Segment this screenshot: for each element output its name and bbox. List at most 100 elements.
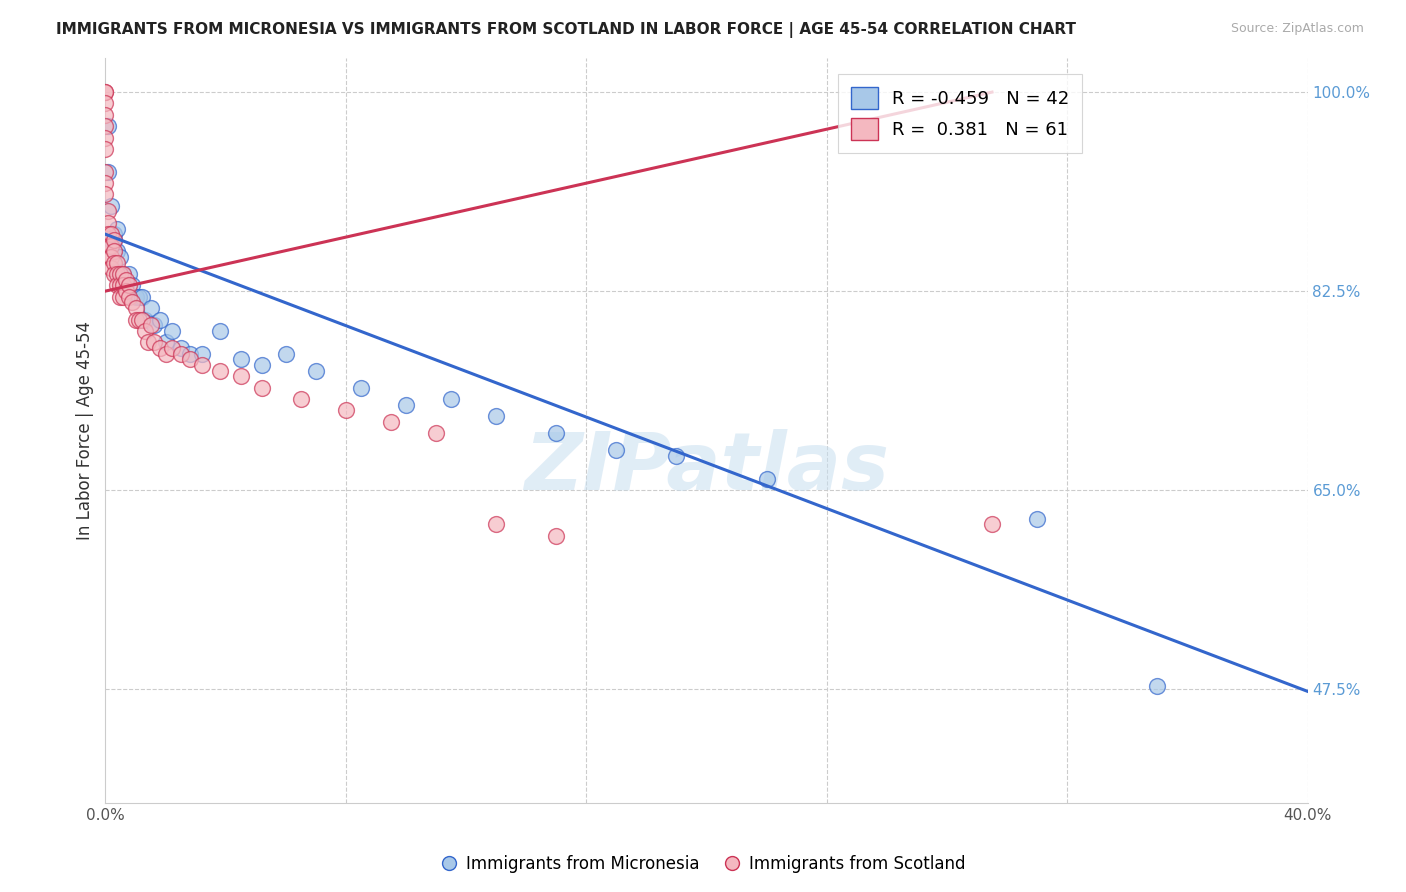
Point [115, 284, 138, 298]
Point [128, 290, 150, 304]
Point [155, 335, 177, 350]
Point [94, 187, 117, 202]
Point [250, 358, 273, 372]
Point [136, 335, 159, 350]
Point [169, 346, 191, 360]
Point [139, 318, 162, 333]
Point [485, 517, 508, 532]
Point [121, 278, 143, 293]
Point [112, 290, 135, 304]
Point [100, 261, 122, 276]
Point [124, 301, 146, 315]
Point [97, 238, 120, 252]
Point [97, 119, 120, 133]
Point [100, 227, 122, 242]
Point [546, 528, 568, 542]
Point [107, 267, 129, 281]
Point [118, 267, 141, 281]
Point [107, 221, 129, 235]
Point [208, 324, 231, 338]
Point [107, 278, 129, 293]
Point [190, 346, 212, 360]
Point [425, 426, 447, 441]
Point [395, 398, 418, 412]
Point [94, 119, 117, 133]
Point [94, 108, 117, 122]
Point [179, 346, 201, 360]
Point [1026, 511, 1049, 525]
Point [1146, 679, 1168, 693]
Point [103, 233, 125, 247]
Point [115, 278, 138, 293]
Point [103, 244, 125, 259]
Point [335, 403, 357, 417]
Point [94, 85, 117, 99]
Point [103, 244, 125, 259]
Point [274, 346, 297, 360]
Point [124, 312, 146, 326]
Point [100, 199, 122, 213]
Point [148, 341, 170, 355]
Point [103, 233, 125, 247]
Point [131, 290, 153, 304]
Point [94, 176, 117, 190]
Point [100, 233, 122, 247]
Point [110, 267, 132, 281]
Point [118, 278, 141, 293]
Point [440, 392, 463, 406]
Point [229, 369, 252, 384]
Point [118, 290, 141, 304]
Point [94, 142, 117, 156]
Point [160, 324, 183, 338]
Point [97, 164, 120, 178]
Point [142, 318, 165, 333]
Point [94, 164, 117, 178]
Point [110, 290, 132, 304]
Point [110, 250, 132, 264]
Point [134, 312, 156, 326]
Point [115, 273, 138, 287]
Point [305, 364, 328, 378]
Legend: R = -0.459   N = 42, R =  0.381   N = 61: R = -0.459 N = 42, R = 0.381 N = 61 [838, 74, 1083, 153]
Point [981, 517, 1004, 532]
Point [134, 324, 156, 338]
Point [155, 346, 177, 360]
Point [97, 250, 120, 264]
Point [148, 312, 170, 326]
Text: ZIPatlas: ZIPatlas [524, 429, 889, 507]
Point [94, 96, 117, 111]
Point [100, 250, 122, 264]
Point [665, 449, 688, 463]
Point [103, 255, 125, 269]
Point [103, 227, 125, 242]
Text: Source: ZipAtlas.com: Source: ZipAtlas.com [1230, 22, 1364, 36]
Point [107, 244, 129, 259]
Legend: Immigrants from Micronesia, Immigrants from Scotland: Immigrants from Micronesia, Immigrants f… [434, 848, 972, 880]
Y-axis label: In Labor Force | Age 45-54: In Labor Force | Age 45-54 [76, 321, 94, 540]
Point [131, 312, 153, 326]
Point [100, 238, 122, 252]
Point [112, 267, 135, 281]
Point [121, 295, 143, 310]
Point [350, 381, 373, 395]
Point [128, 312, 150, 326]
Point [110, 278, 132, 293]
Point [160, 341, 183, 355]
Point [94, 85, 117, 99]
Point [605, 443, 627, 458]
Point [103, 267, 125, 281]
Point [169, 341, 191, 355]
Text: IMMIGRANTS FROM MICRONESIA VS IMMIGRANTS FROM SCOTLAND IN LABOR FORCE | AGE 45-5: IMMIGRANTS FROM MICRONESIA VS IMMIGRANTS… [56, 22, 1076, 38]
Point [179, 352, 201, 367]
Point [112, 278, 135, 293]
Point [546, 426, 568, 441]
Point [142, 335, 165, 350]
Point [250, 381, 273, 395]
Point [139, 301, 162, 315]
Point [97, 227, 120, 242]
Point [208, 364, 231, 378]
Point [190, 358, 212, 372]
Point [112, 267, 135, 281]
Point [107, 255, 129, 269]
Point [755, 472, 778, 486]
